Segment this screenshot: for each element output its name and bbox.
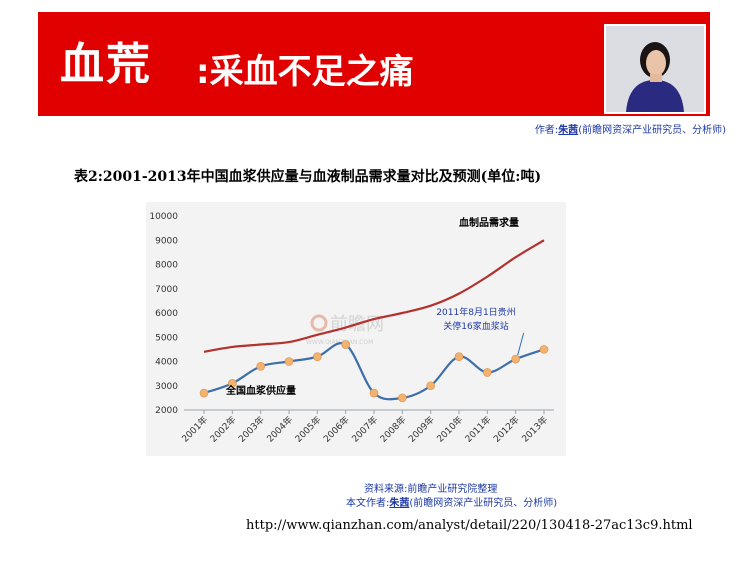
author-credit-bottom: 本文作者:朱茜(前瞻网资深产业研究员、分析师) xyxy=(346,494,557,509)
x-tick-label: 2002年 xyxy=(207,414,238,445)
author-credit-top: 作者:朱茜(前瞻网资深产业研究员、分析师) xyxy=(535,121,726,136)
y-tick-label: 3000 xyxy=(155,382,178,392)
data-point-supply xyxy=(199,388,209,398)
author-label: 本文作者: xyxy=(346,498,390,509)
x-tick-label: 2010年 xyxy=(434,414,465,445)
x-tick-label: 2012年 xyxy=(491,414,522,445)
data-point-supply xyxy=(426,381,435,391)
data-point-supply xyxy=(539,345,549,354)
y-tick-label: 8000 xyxy=(155,261,178,271)
data-point-supply xyxy=(398,393,407,403)
x-tick-label: 2007年 xyxy=(349,414,380,445)
y-tick-label: 10000 xyxy=(149,212,178,222)
series-label-demand: 血制品需求量 xyxy=(459,216,519,229)
data-point-supply xyxy=(313,352,322,361)
y-tick-label: 5000 xyxy=(155,333,178,343)
x-tick-label: 2001年 xyxy=(179,414,210,445)
x-tick-label: 2008年 xyxy=(377,414,408,445)
table-title: 表2:2001-2013年中国血浆供应量与血液制品需求量对比及预测(单位:吨) xyxy=(74,169,542,185)
source-url[interactable]: http://www.qianzhan.com/analyst/detail/2… xyxy=(246,518,693,533)
data-point-supply xyxy=(256,362,265,371)
person-image xyxy=(606,26,704,112)
series-label-supply: 全国血浆供应量 xyxy=(225,384,296,397)
page-title: 血荒 xyxy=(60,39,152,90)
author-role: (前瞻网资深产业研究员、分析师) xyxy=(578,125,726,136)
data-point-supply xyxy=(483,368,492,377)
data-point-supply xyxy=(369,388,379,398)
y-tick-label: 4000 xyxy=(155,358,178,368)
author-name-link[interactable]: 朱茜 xyxy=(389,498,410,509)
annotation-line-2: 关停16家血浆站 xyxy=(443,320,508,332)
x-tick-label: 2003年 xyxy=(236,414,267,445)
x-tick-label: 2011年 xyxy=(462,414,493,445)
author-label: 作者: xyxy=(534,125,559,136)
x-tick-label: 2009年 xyxy=(406,414,437,445)
chart-panel: 10000 9000 8000 7000 6000 5000 4000 3000 2000 20… xyxy=(146,202,566,456)
x-tick-label: 2013年 xyxy=(519,414,550,445)
data-point-supply xyxy=(341,340,350,349)
author-photo xyxy=(604,24,706,114)
author-name-link[interactable]: 朱茜 xyxy=(558,125,579,136)
data-point-supply xyxy=(454,352,464,361)
y-tick-label: 6000 xyxy=(155,309,178,319)
data-point-supply xyxy=(284,357,294,366)
y-tick-label: 7000 xyxy=(155,285,178,295)
x-tick-label: 2004年 xyxy=(264,414,295,445)
page-subtitle: :采血不足之痛 xyxy=(196,52,414,92)
annotation-pointer xyxy=(517,332,525,356)
y-tick-label: 9000 xyxy=(155,236,178,246)
x-tick-label: 2005年 xyxy=(292,414,323,445)
source-note: 资料来源:前瞻产业研究院整理 xyxy=(364,484,498,495)
annotation-line-1: 2011年8月1日贵州 xyxy=(436,306,515,318)
watermark-logo-icon xyxy=(310,314,328,332)
series-line-demand xyxy=(203,239,545,353)
y-tick-label: 2000 xyxy=(155,406,178,416)
header-banner xyxy=(38,12,710,116)
data-point-supply xyxy=(228,379,237,388)
author-role: (前瞻网资深产业研究员、分析师) xyxy=(409,498,558,509)
line-chart: 10000 9000 8000 7000 6000 5000 4000 3000 2000 20… xyxy=(149,212,554,445)
data-point-supply xyxy=(511,354,520,364)
annotation: 2011年8月1日贵州 关停16家血浆站 xyxy=(436,306,525,356)
x-tick-label: 2006年 xyxy=(321,414,352,445)
